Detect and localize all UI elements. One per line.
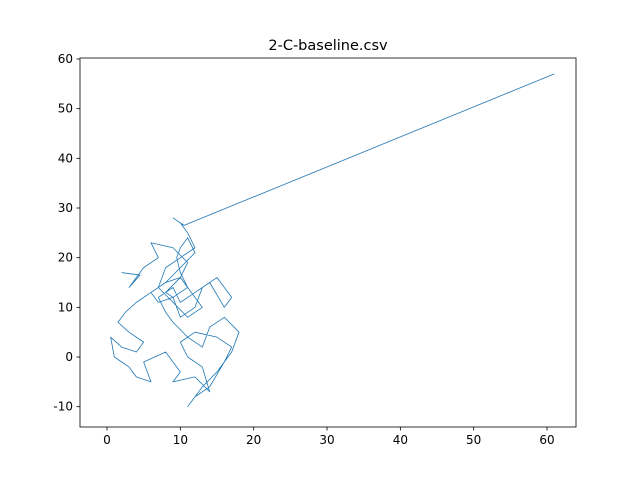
- data-line: [110, 73, 555, 408]
- x-tick-label: 20: [246, 433, 261, 447]
- x-tick-label: 40: [393, 433, 408, 447]
- y-tick-label: 10: [58, 300, 73, 314]
- y-tick-label: 20: [58, 251, 73, 265]
- y-tick-label: 50: [58, 102, 73, 116]
- x-tick-label: 60: [539, 433, 554, 447]
- x-tick-label: 50: [466, 433, 481, 447]
- axes-frame: [79, 57, 577, 428]
- chart-title: 2-C-baseline.csv: [268, 38, 388, 54]
- x-tick-label: 10: [173, 433, 188, 447]
- y-tick-label: 30: [58, 201, 73, 215]
- x-tick-label: 30: [319, 433, 334, 447]
- x-tick-label: 0: [103, 433, 111, 447]
- y-tick-label: -10: [53, 400, 73, 414]
- y-tick-label: 60: [58, 52, 73, 66]
- y-tick-label: 0: [65, 350, 73, 364]
- y-tick-label: 40: [58, 151, 73, 165]
